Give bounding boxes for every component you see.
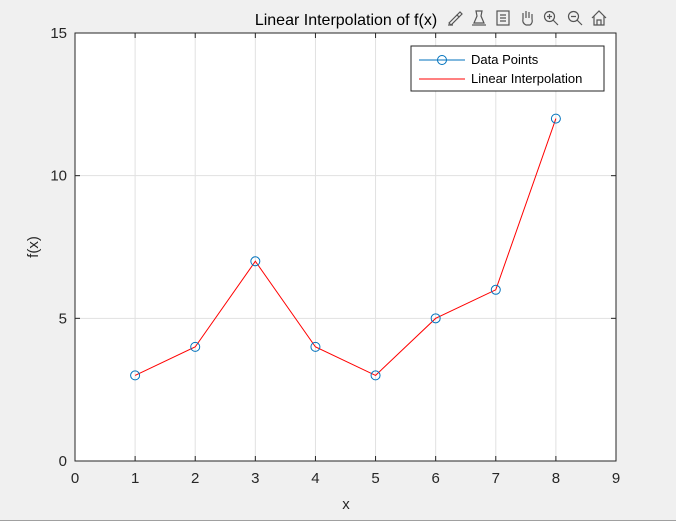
y-tick-label: 0 — [59, 453, 67, 470]
data-point-marker[interactable] — [490, 284, 501, 295]
pan-button[interactable] — [516, 7, 538, 29]
series-line-linear-interpolation[interactable] — [134, 118, 557, 376]
data-point-marker[interactable] — [310, 341, 321, 352]
x-tick-label: 0 — [71, 470, 79, 487]
x-tick-label: 2 — [191, 470, 199, 487]
brush-icon — [448, 11, 463, 26]
legend-marker-data-points — [437, 55, 447, 65]
x-tick-label: 5 — [371, 470, 379, 487]
tick-marks — [74, 32, 617, 462]
x-tick-label: 3 — [251, 470, 259, 487]
home-button[interactable] — [588, 7, 610, 29]
home-icon — [591, 10, 607, 26]
x-tick-label: 6 — [431, 470, 439, 487]
x-tick-labels: 0 1 2 3 4 5 6 7 8 9 — [71, 470, 620, 487]
legend-box — [410, 45, 605, 92]
x-tick-label: 1 — [131, 470, 139, 487]
x-tick-label: 4 — [311, 470, 319, 487]
x-tick-label: 7 — [492, 470, 500, 487]
data-tips-button[interactable] — [468, 7, 490, 29]
zoom-in-button[interactable] — [540, 7, 562, 29]
x-tick-label: 9 — [612, 470, 620, 487]
zoom-out-button[interactable] — [564, 7, 586, 29]
chart-title: Linear Interpolation of f(x) — [255, 12, 437, 29]
x-tick-label: 8 — [552, 470, 560, 487]
data-point-marker[interactable] — [130, 370, 141, 381]
axes-toolbar — [444, 7, 610, 29]
data-point-marker[interactable] — [370, 370, 381, 381]
legend[interactable]: Data Points Linear Interpolation — [410, 45, 605, 92]
y-tick-label: 10 — [50, 168, 67, 185]
data-point-marker[interactable] — [190, 341, 201, 352]
y-tick-label: 5 — [59, 310, 67, 327]
data-point-marker[interactable] — [550, 113, 561, 124]
zoom-out-icon — [567, 10, 583, 26]
brush-button[interactable] — [444, 7, 466, 29]
axes-box — [74, 32, 617, 462]
hand-icon — [522, 11, 533, 26]
series-layer[interactable] — [130, 113, 561, 381]
x-axis-label: x — [342, 496, 350, 513]
y-tick-labels: 0 5 10 15 — [50, 25, 67, 470]
legend-label-linear-interpolation: Linear Interpolation — [471, 71, 582, 86]
legend-label-data-points: Data Points — [471, 52, 539, 67]
plot-area — [75, 33, 616, 461]
legend-toggle-button[interactable] — [492, 7, 514, 29]
legend-icon — [496, 10, 510, 26]
zoom-in-icon — [543, 10, 559, 26]
data-point-marker[interactable] — [430, 313, 441, 324]
y-tick-label: 15 — [50, 25, 67, 42]
command-window-edge — [0, 512, 676, 521]
y-axis-label: f(x) — [25, 236, 42, 258]
data-point-marker[interactable] — [250, 256, 261, 267]
data-tips-icon — [472, 10, 486, 26]
